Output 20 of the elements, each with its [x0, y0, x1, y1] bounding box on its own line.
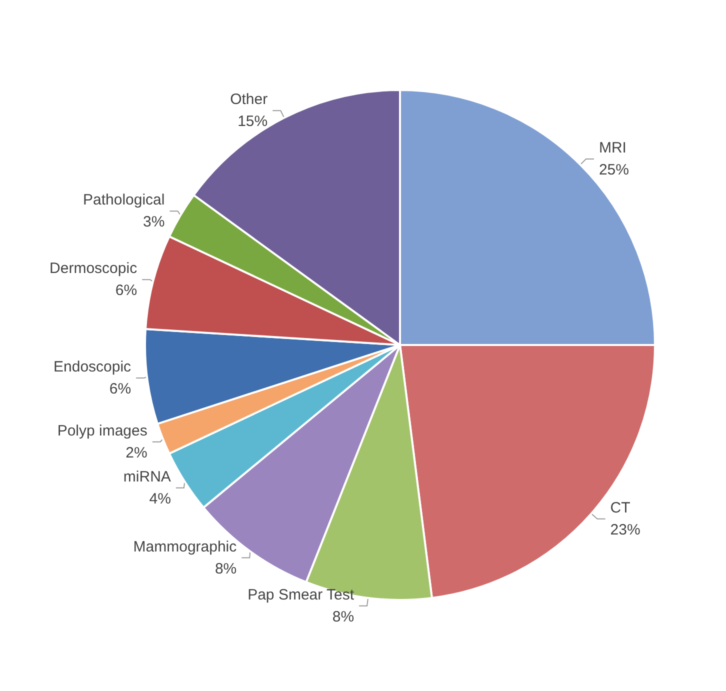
slice-label: Endoscopic [54, 358, 132, 376]
slice-label: Other [230, 91, 268, 108]
data-label: 6% [115, 282, 138, 300]
data-label: 25% [598, 162, 629, 179]
data-label: 15% [238, 113, 268, 130]
slice-label: MRI [598, 140, 626, 157]
data-label: 2% [126, 444, 148, 462]
data-label: 8% [332, 608, 354, 626]
slice-label: CT [610, 499, 630, 516]
slice-label: Dermoscopic [50, 260, 138, 278]
slice-label: Pathological [83, 192, 165, 209]
slice-label: miRNA [123, 468, 171, 486]
slice-label: Polyp images [57, 422, 148, 440]
slice-label: Mammographic [133, 538, 238, 556]
data-label: 8% [214, 560, 237, 578]
data-label: 3% [143, 214, 165, 231]
data-label: 23% [610, 521, 640, 538]
data-label: 4% [149, 490, 171, 508]
slice-label: Pap Smear Test [248, 586, 355, 604]
data-label: 6% [109, 380, 132, 398]
